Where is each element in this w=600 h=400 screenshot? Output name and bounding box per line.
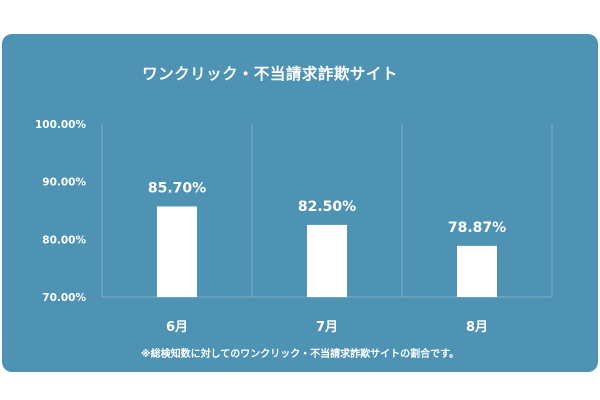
y-tick-label: 90.00%: [42, 177, 86, 189]
y-tick-label: 100.00%: [35, 119, 87, 131]
bar: [157, 206, 197, 297]
footnote: ※総検知数に対してのワンクリック・不当請求詐欺サイトの割合です。: [140, 349, 460, 360]
x-tick-label: 6月: [166, 320, 188, 335]
bar: [457, 245, 497, 297]
bar: [307, 224, 347, 297]
y-tick-label: 70.00%: [42, 292, 86, 304]
data-label: 85.70%: [148, 180, 206, 196]
chart-title: ワンクリック・不当請求詐欺サイト: [142, 65, 398, 83]
x-tick-label: 8月: [466, 320, 488, 335]
chart-panel: [2, 34, 598, 372]
data-label: 78.87%: [448, 220, 506, 236]
data-label: 82.50%: [298, 199, 356, 215]
x-tick-label: 7月: [316, 320, 338, 335]
y-tick-label: 80.00%: [42, 234, 86, 246]
